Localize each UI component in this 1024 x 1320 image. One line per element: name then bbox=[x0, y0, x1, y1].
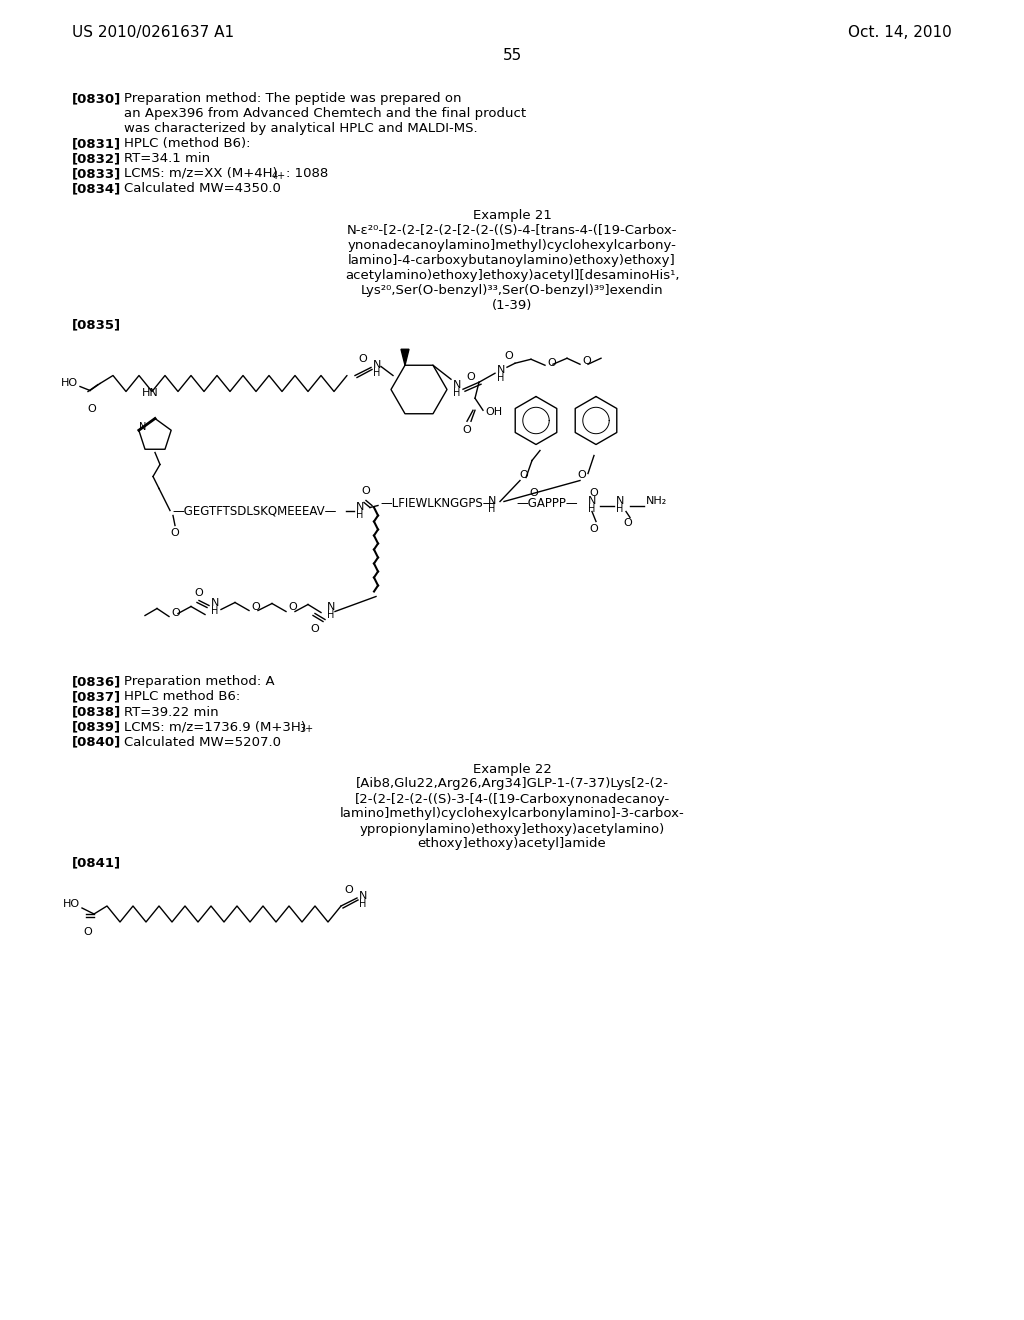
Text: LCMS: m/z=1736.9 (M+3H): LCMS: m/z=1736.9 (M+3H) bbox=[124, 721, 306, 734]
Text: O: O bbox=[624, 519, 633, 528]
Text: [0835]: [0835] bbox=[72, 318, 121, 331]
Text: N: N bbox=[327, 602, 336, 612]
Text: HPLC method B6:: HPLC method B6: bbox=[124, 690, 241, 704]
Text: was characterized by analytical HPLC and MALDI-MS.: was characterized by analytical HPLC and… bbox=[124, 121, 477, 135]
Text: O: O bbox=[578, 470, 587, 480]
Text: N: N bbox=[488, 495, 497, 506]
Text: [0837]: [0837] bbox=[72, 690, 121, 704]
Text: lamino]-4-carboxybutanoylamino)ethoxy)ethoxy]: lamino]-4-carboxybutanoylamino)ethoxy)et… bbox=[348, 253, 676, 267]
Text: N: N bbox=[497, 366, 506, 375]
Text: HN: HN bbox=[141, 388, 159, 399]
Text: O: O bbox=[361, 486, 371, 495]
Text: [0838]: [0838] bbox=[72, 705, 121, 718]
Text: O: O bbox=[358, 355, 368, 364]
Text: O: O bbox=[84, 927, 92, 937]
Text: H: H bbox=[616, 503, 624, 513]
Text: [0840]: [0840] bbox=[72, 735, 121, 748]
Text: Lys²⁰,Ser(O-benzyl)³³,Ser(O-benzyl)³⁹]exendin: Lys²⁰,Ser(O-benzyl)³³,Ser(O-benzyl)³⁹]ex… bbox=[360, 284, 664, 297]
Text: O: O bbox=[345, 884, 353, 895]
Text: H: H bbox=[497, 374, 505, 383]
Text: LCMS: m/z=XX (M+4H): LCMS: m/z=XX (M+4H) bbox=[124, 168, 278, 180]
Text: O: O bbox=[171, 528, 179, 539]
Text: H: H bbox=[359, 899, 367, 909]
Text: N: N bbox=[616, 495, 625, 506]
Text: N: N bbox=[356, 502, 365, 511]
Text: H: H bbox=[356, 510, 364, 520]
Text: H: H bbox=[588, 503, 595, 513]
Text: Calculated MW=4350.0: Calculated MW=4350.0 bbox=[124, 182, 281, 195]
Text: ypropionylamino)ethoxy]ethoxy)acetylamino): ypropionylamino)ethoxy]ethoxy)acetylamin… bbox=[359, 822, 665, 836]
Text: Calculated MW=5207.0: Calculated MW=5207.0 bbox=[124, 735, 281, 748]
Text: NH₂: NH₂ bbox=[646, 496, 668, 507]
Text: HO: HO bbox=[62, 899, 80, 909]
Text: [0841]: [0841] bbox=[72, 857, 121, 870]
Text: N: N bbox=[373, 359, 381, 370]
Text: O: O bbox=[171, 607, 180, 618]
Text: : 1088: : 1088 bbox=[286, 168, 329, 180]
Text: [0836]: [0836] bbox=[72, 676, 121, 689]
Text: H: H bbox=[453, 388, 461, 399]
Text: O: O bbox=[505, 351, 513, 362]
Text: [Aib8,Glu22,Arg26,Arg34]GLP-1-(7-37)Lys[2-(2-: [Aib8,Glu22,Arg26,Arg34]GLP-1-(7-37)Lys[… bbox=[355, 777, 669, 791]
Text: [0839]: [0839] bbox=[72, 721, 121, 734]
Text: O: O bbox=[251, 602, 260, 611]
Text: 3+: 3+ bbox=[299, 725, 313, 734]
Polygon shape bbox=[401, 350, 409, 366]
Text: [2-(2-[2-(2-((S)-3-[4-([19-Carboxynonadecanoy-: [2-(2-[2-(2-((S)-3-[4-([19-Carboxynonade… bbox=[354, 792, 670, 805]
Text: acetylamino)ethoxy]ethoxy)acetyl][desaminoHis¹,: acetylamino)ethoxy]ethoxy)acetyl][desami… bbox=[345, 269, 679, 282]
Text: 55: 55 bbox=[503, 48, 521, 63]
Text: H: H bbox=[327, 610, 335, 620]
Text: O: O bbox=[547, 358, 556, 368]
Text: N: N bbox=[588, 495, 596, 506]
Text: N: N bbox=[139, 422, 146, 433]
Text: [0831]: [0831] bbox=[72, 137, 121, 150]
Text: H: H bbox=[373, 367, 380, 378]
Text: [0832]: [0832] bbox=[72, 152, 121, 165]
Text: O: O bbox=[463, 425, 471, 436]
Text: —GAPPP—: —GAPPP— bbox=[516, 498, 578, 510]
Text: —LFIEWLKNGGPS—: —LFIEWLKNGGPS— bbox=[380, 498, 495, 510]
Text: O: O bbox=[590, 488, 598, 499]
Text: H: H bbox=[211, 606, 218, 616]
Text: O: O bbox=[519, 470, 528, 480]
Text: H: H bbox=[488, 503, 496, 513]
Text: O: O bbox=[467, 372, 475, 383]
Text: [0830]: [0830] bbox=[72, 92, 121, 106]
Text: O: O bbox=[529, 488, 539, 499]
Text: 4+: 4+ bbox=[272, 172, 286, 181]
Text: N-ε²⁰-[2-(2-[2-(2-[2-(2-((S)-4-[trans-4-([19-Carbox-: N-ε²⁰-[2-(2-[2-(2-[2-(2-((S)-4-[trans-4-… bbox=[347, 224, 677, 238]
Text: OH: OH bbox=[485, 408, 502, 417]
Text: ethoxy]ethoxy)acetyl]amide: ethoxy]ethoxy)acetyl]amide bbox=[418, 837, 606, 850]
Text: HPLC (method B6):: HPLC (method B6): bbox=[124, 137, 251, 150]
Text: Preparation method: A: Preparation method: A bbox=[124, 676, 274, 689]
Text: Example 22: Example 22 bbox=[472, 763, 552, 776]
Text: N: N bbox=[211, 598, 219, 609]
Text: O: O bbox=[288, 602, 297, 612]
Text: Preparation method: The peptide was prepared on: Preparation method: The peptide was prep… bbox=[124, 92, 462, 106]
Text: RT=39.22 min: RT=39.22 min bbox=[124, 705, 219, 718]
Text: O: O bbox=[195, 589, 204, 598]
Text: ynonadecanoylamino]methyl)cyclohexylcarbony-: ynonadecanoylamino]methyl)cyclohexylcarb… bbox=[347, 239, 677, 252]
Text: lamino]methyl)cyclohexylcarbonylamino]-3-carbox-: lamino]methyl)cyclohexylcarbonylamino]-3… bbox=[340, 808, 684, 821]
Text: Example 21: Example 21 bbox=[472, 209, 552, 222]
Text: Oct. 14, 2010: Oct. 14, 2010 bbox=[848, 25, 952, 40]
Text: O: O bbox=[582, 356, 591, 366]
Text: [0834]: [0834] bbox=[72, 182, 121, 195]
Text: O: O bbox=[88, 404, 96, 413]
Text: N: N bbox=[359, 891, 368, 902]
Text: HO: HO bbox=[60, 378, 78, 388]
Text: US 2010/0261637 A1: US 2010/0261637 A1 bbox=[72, 25, 234, 40]
Text: O: O bbox=[590, 524, 598, 535]
Text: N: N bbox=[453, 380, 462, 391]
Text: an Apex396 from Advanced Chemtech and the final product: an Apex396 from Advanced Chemtech and th… bbox=[124, 107, 526, 120]
Text: O: O bbox=[310, 624, 319, 635]
Text: (1-39): (1-39) bbox=[492, 300, 532, 312]
Text: RT=34.1 min: RT=34.1 min bbox=[124, 152, 210, 165]
Text: [0833]: [0833] bbox=[72, 168, 121, 180]
Text: —GEGTFTSDLSKQMEEEAV—: —GEGTFTSDLSKQMEEEAV— bbox=[172, 504, 336, 517]
